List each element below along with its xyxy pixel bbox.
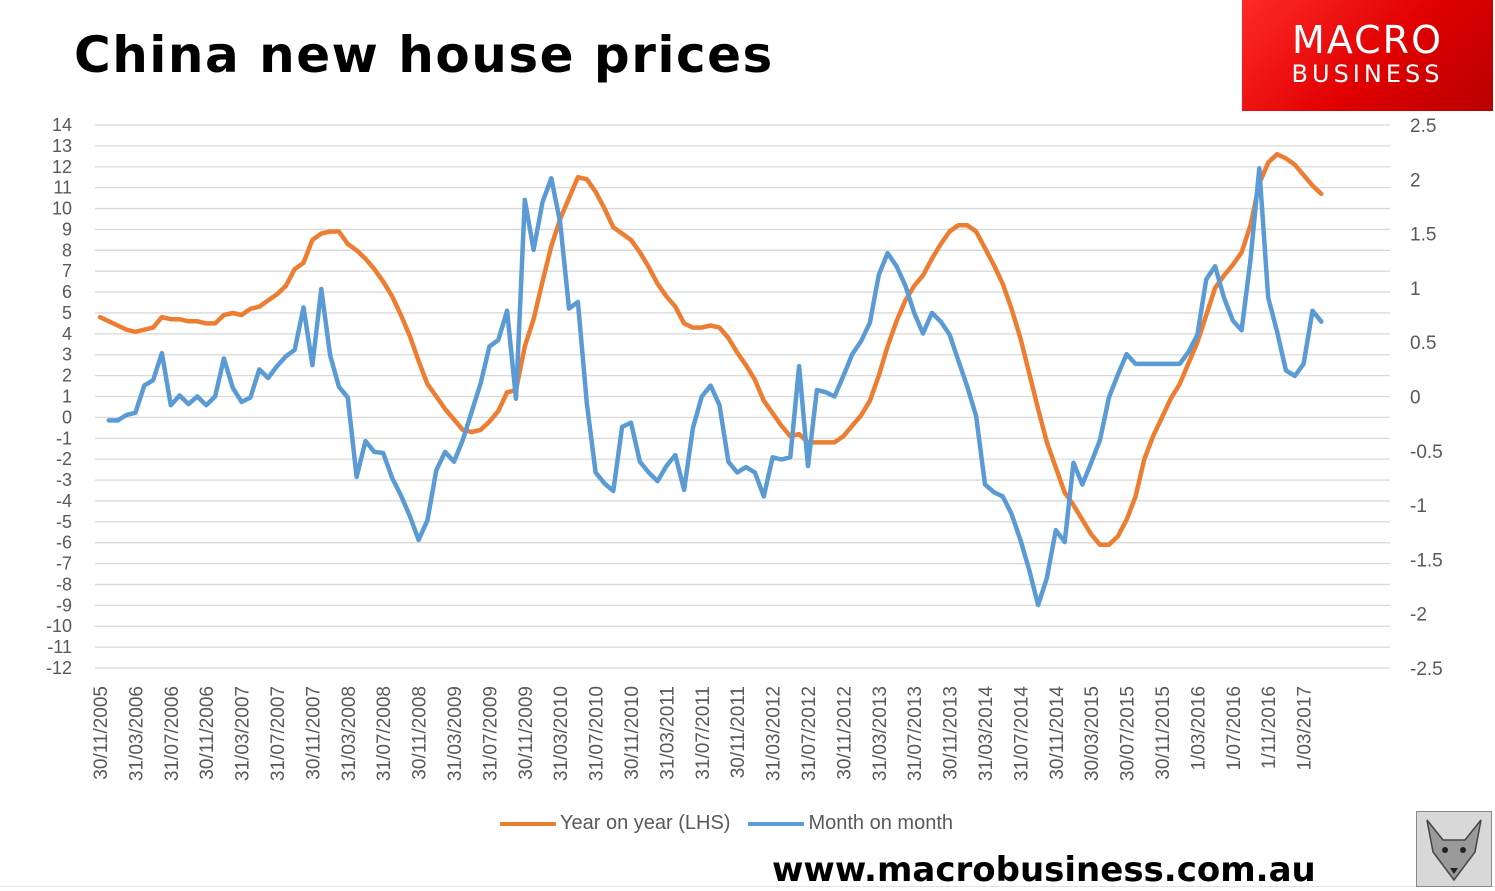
x-axis-ticks: 30/11/2005 31/03/2006 31/07/2006 30/11/2006… <box>91 686 1316 782</box>
x-tick-label: 30/11/2008 <box>410 686 431 780</box>
sheet-gridline <box>0 886 1495 887</box>
left-tick-label: -9 <box>56 595 72 615</box>
x-tick-label: 1/07/2016 <box>1224 686 1245 771</box>
left-tick-label: 14 <box>52 115 72 135</box>
x-tick-label: 31/07/2014 <box>1011 686 1032 782</box>
x-tick-label: 31/07/2010 <box>587 686 608 781</box>
left-tick-label: 13 <box>52 136 72 156</box>
right-tick-label: -0.5 <box>1410 442 1443 463</box>
right-tick-label: -1.5 <box>1410 550 1443 571</box>
right-tick-label: 2 <box>1410 170 1421 191</box>
x-tick-label: 1/03/2017 <box>1295 686 1316 771</box>
legend-item-yoy: Year on year (LHS) <box>500 812 730 835</box>
gridlines <box>95 124 1390 669</box>
legend-swatch-mom <box>748 821 805 826</box>
website-url: www.macrobusiness.com.au <box>772 850 1316 890</box>
left-tick-label: -11 <box>47 637 72 657</box>
x-tick-label: 30/11/2011 <box>728 686 749 778</box>
x-tick-label: 31/03/2008 <box>339 686 360 781</box>
x-tick-label: 30/11/2007 <box>303 686 324 780</box>
series-lines <box>97 151 1324 608</box>
logo-line2: BUSINESS <box>1291 60 1444 88</box>
left-tick-label: 10 <box>52 199 72 219</box>
legend-swatch-yoy <box>500 821 556 826</box>
x-tick-label: 1/11/2016 <box>1259 686 1280 769</box>
right-tick-label: 0.5 <box>1410 333 1436 354</box>
left-tick-label: 2 <box>62 366 72 386</box>
left-tick-label: 12 <box>52 157 72 177</box>
x-tick-label: 31/07/2013 <box>905 686 926 781</box>
logo-line1: MACRO <box>1292 18 1443 62</box>
left-tick-label: 5 <box>62 303 72 323</box>
left-tick-label: -1 <box>56 428 72 448</box>
x-tick-label: 31/03/2011 <box>657 686 678 780</box>
x-tick-label: 30/11/2014 <box>1047 686 1068 780</box>
x-tick-label: 31/03/2006 <box>126 686 147 781</box>
x-tick-label: 31/07/2011 <box>693 686 714 780</box>
legend: Year on year (LHS) Month on month <box>500 812 953 835</box>
legend-item-mom: Month on month <box>748 812 953 835</box>
series-line-year-on-year <box>97 151 1324 548</box>
left-tick-label: 7 <box>62 261 72 281</box>
x-tick-label: 31/03/2014 <box>976 686 997 782</box>
left-tick-label: -4 <box>56 491 72 511</box>
left-tick-label: 4 <box>62 324 72 344</box>
series-line-month-on-month <box>106 166 1324 608</box>
left-tick-label: 3 <box>62 345 72 365</box>
x-tick-label: 31/07/2009 <box>480 686 501 781</box>
right-tick-label: 1.5 <box>1410 225 1436 246</box>
right-tick-label: -2.5 <box>1410 659 1443 680</box>
left-tick-label: -12 <box>46 658 72 678</box>
left-tick-label: -2 <box>56 449 72 469</box>
x-tick-label: 30/11/2009 <box>516 686 537 780</box>
x-tick-label: 31/03/2007 <box>233 686 254 781</box>
left-tick-label: 9 <box>62 219 72 239</box>
x-tick-label: 31/03/2009 <box>445 686 466 781</box>
left-tick-label: -8 <box>56 574 72 594</box>
left-tick-label: -6 <box>56 533 72 553</box>
x-tick-label: 31/07/2007 <box>268 686 289 781</box>
left-tick-label: 11 <box>53 178 72 198</box>
left-tick-label: -5 <box>56 512 72 532</box>
left-tick-label: -7 <box>56 554 72 574</box>
left-axis-ticks: 14131211109876543210-1-2-3-4-5-6-7-8-9-1… <box>46 115 72 678</box>
legend-label-mom: Month on month <box>808 812 953 834</box>
x-tick-label: 31/07/2008 <box>374 686 395 781</box>
x-tick-label: 30/11/2015 <box>1153 686 1174 780</box>
right-tick-label: 0 <box>1410 388 1421 409</box>
x-tick-label: 30/11/2013 <box>941 686 962 780</box>
right-tick-label: -1 <box>1410 496 1427 517</box>
fox-logo-icon <box>1416 811 1492 887</box>
left-tick-label: -10 <box>46 616 72 636</box>
x-tick-label: 30/11/2012 <box>834 686 855 780</box>
left-tick-label: 6 <box>62 282 72 302</box>
right-tick-label: 1 <box>1410 279 1421 300</box>
legend-label-yoy: Year on year (LHS) <box>560 812 731 834</box>
right-tick-label: -2 <box>1410 605 1427 626</box>
x-tick-label: 31/03/2010 <box>551 686 572 781</box>
x-tick-label: 30/07/2015 <box>1118 686 1139 781</box>
left-tick-label: 0 <box>62 407 72 427</box>
x-tick-label: 30/11/2010 <box>622 686 643 780</box>
right-axis-ticks: 2.5 2 1.5 1 0.5 0 -0.5 -1 -1.5 -2 -2.5 <box>1410 116 1443 680</box>
x-tick-label: 30/11/2005 <box>91 686 112 780</box>
left-tick-label: -3 <box>56 470 72 490</box>
left-tick-label: 8 <box>62 240 72 260</box>
x-tick-label: 31/03/2012 <box>764 686 785 781</box>
chart-title: China new house prices <box>74 26 774 84</box>
left-tick-label: 1 <box>62 387 72 407</box>
x-tick-label: 31/03/2013 <box>870 686 891 781</box>
x-tick-label: 31/07/2006 <box>162 686 183 781</box>
macrobusiness-logo: MACRO BUSINESS <box>1242 0 1493 111</box>
x-tick-label: 1/03/2016 <box>1188 686 1209 771</box>
x-tick-label: 31/07/2012 <box>799 686 820 781</box>
x-tick-label: 30/03/2015 <box>1082 686 1103 781</box>
right-tick-label: 2.5 <box>1410 116 1436 137</box>
x-tick-label: 30/11/2006 <box>197 686 218 780</box>
